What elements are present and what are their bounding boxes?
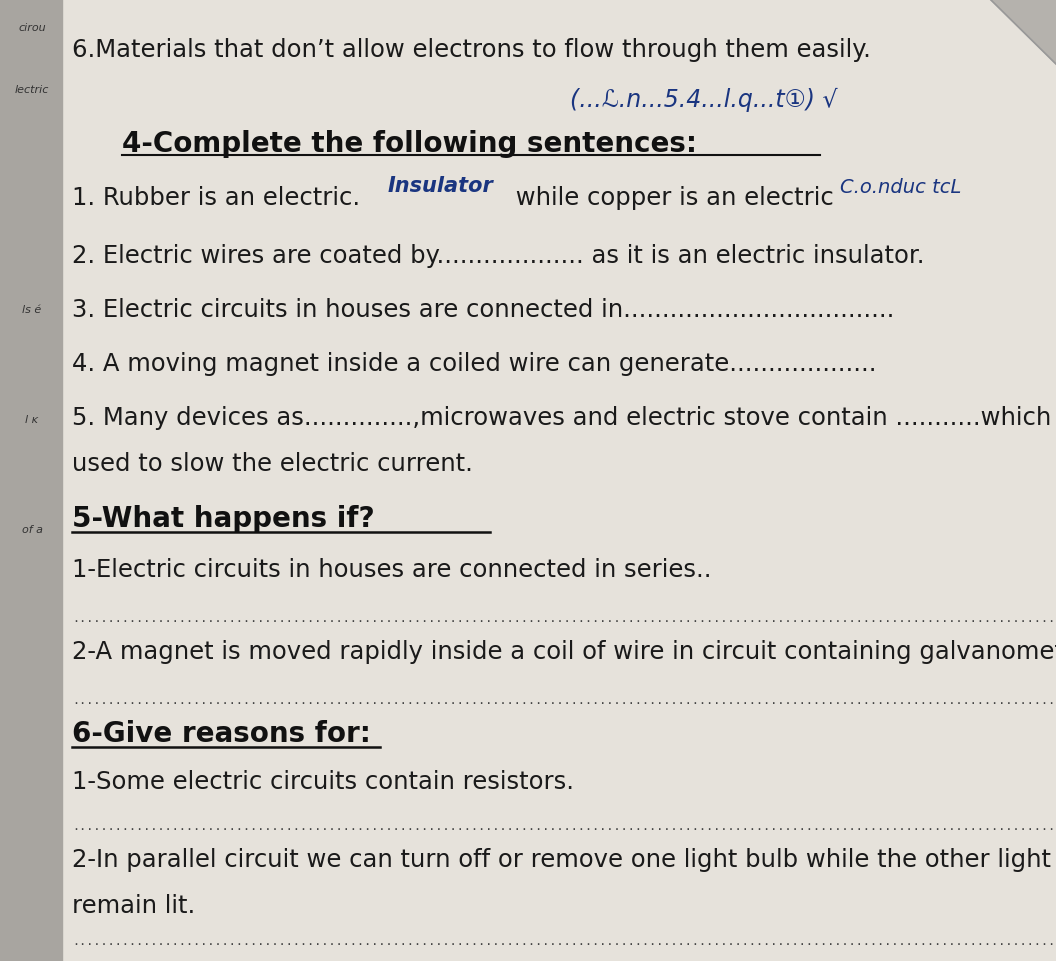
Text: 2-A magnet is moved rapidly inside a coil of wire in circuit containing galvanom: 2-A magnet is moved rapidly inside a coi… — [72, 639, 1056, 663]
Text: 2-In parallel circuit we can turn off or remove one light bulb while the other l: 2-In parallel circuit we can turn off or… — [72, 847, 1056, 871]
Text: ................................................................................: ........................................… — [72, 693, 1056, 706]
Text: 6.Materials that don’t allow electrons to flow through them easily.: 6.Materials that don’t allow electrons t… — [72, 38, 871, 62]
Text: ................................................................................: ........................................… — [72, 934, 1056, 947]
Text: 2. Electric wires are coated by................... as it is an electric insulato: 2. Electric wires are coated by.........… — [72, 244, 924, 268]
Text: C.o.nduc tcL: C.o.nduc tcL — [840, 178, 961, 197]
Text: ................................................................................: ........................................… — [72, 611, 1056, 625]
Text: 4. A moving magnet inside a coiled wire can generate...................: 4. A moving magnet inside a coiled wire … — [72, 352, 876, 376]
Text: 4-Complete the following sentences:: 4-Complete the following sentences: — [122, 130, 697, 158]
Bar — [0, 0, 62, 961]
Text: 1-Electric circuits in houses are connected in series..: 1-Electric circuits in houses are connec… — [72, 557, 712, 581]
Text: while copper is an electric: while copper is an electric — [508, 185, 834, 209]
Text: 1-Some electric circuits contain resistors.: 1-Some electric circuits contain resisto… — [72, 769, 574, 793]
Text: (...ℒ.n...5.4...l.q...t①) √: (...ℒ.n...5.4...l.q...t①) √ — [570, 87, 837, 112]
Text: cirou: cirou — [18, 23, 45, 33]
Text: 1. Rubber is an electric.: 1. Rubber is an electric. — [72, 185, 360, 209]
Text: 6-Give reasons for:: 6-Give reasons for: — [72, 719, 371, 748]
Text: lectric: lectric — [15, 85, 50, 95]
Text: 5. Many devices as..............,microwaves and electric stove contain .........: 5. Many devices as..............,microwa… — [72, 406, 1056, 430]
Text: of a: of a — [21, 525, 42, 534]
Text: remain lit.: remain lit. — [72, 893, 195, 917]
Text: 5-What happens if?: 5-What happens if? — [72, 505, 375, 532]
Text: ................................................................................: ........................................… — [72, 819, 1056, 832]
Text: Insulator: Insulator — [388, 176, 494, 196]
Text: ls é: ls é — [22, 305, 41, 314]
Text: 3. Electric circuits in houses are connected in.................................: 3. Electric circuits in houses are conne… — [72, 298, 894, 322]
Text: used to slow the electric current.: used to slow the electric current. — [72, 452, 473, 476]
Polygon shape — [991, 0, 1056, 65]
Text: l ĸ: l ĸ — [25, 414, 39, 425]
